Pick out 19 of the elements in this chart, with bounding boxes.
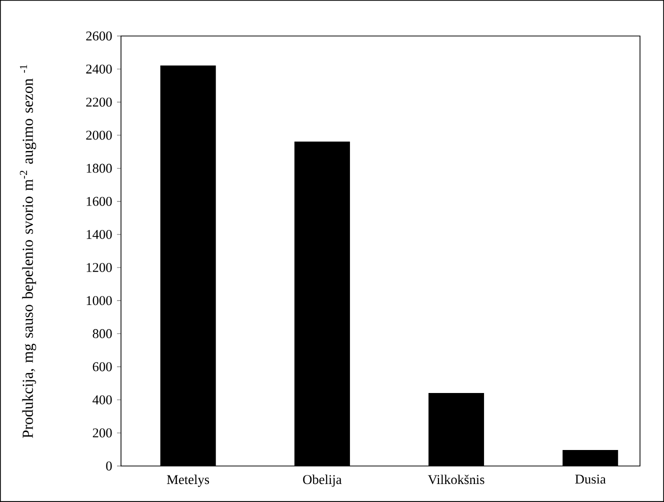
y-tick-label: 2400 — [86, 64, 112, 74]
y-tick-label: 1400 — [86, 230, 112, 239]
y-tick-label: 1000 — [86, 296, 112, 306]
y-tick-label: 400 — [92, 395, 112, 404]
y-tick-label: 800 — [92, 329, 112, 338]
x-tick-label: Dusia — [575, 474, 606, 484]
y-tick-label: 600 — [92, 362, 112, 372]
y-tick-label: 200 — [92, 428, 112, 438]
y-axis-title: Produkcija, mg sauso bepelenio svorio m$^{-2}$ augimo sezon $^{-1}$ — [20, 64, 36, 438]
y-tick-label: 1200 — [86, 263, 112, 272]
y-tick-label: 1800 — [86, 164, 112, 173]
y-tick-label: 1600 — [86, 196, 112, 206]
y-tick-label: 2200 — [86, 98, 112, 107]
x-tick-label: Obelija — [303, 474, 342, 487]
x-tick-label: Metelys — [166, 474, 210, 487]
y-tick-label: 2000 — [86, 130, 112, 140]
y-tick-label: 0 — [106, 461, 112, 470]
y-tick-label: 2600 — [86, 31, 112, 40]
x-tick-label: Vilkokšnis — [428, 474, 484, 484]
